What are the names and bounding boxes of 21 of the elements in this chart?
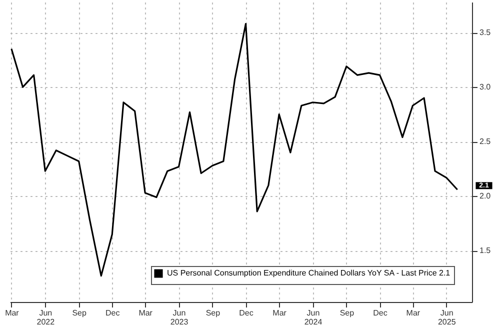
line-series <box>10 23 458 277</box>
x-tick-label: Sep <box>72 308 87 318</box>
x-tick-label: Dec <box>106 308 120 318</box>
x-tick-label: Mar <box>138 308 153 318</box>
x-tick-label: Jun 2023 <box>170 308 189 326</box>
x-tick-label: Mar <box>272 308 287 318</box>
x-tick-label: Mar <box>406 308 420 318</box>
x-tick-label: Jun 2022 <box>36 308 56 326</box>
x-tick-label: Jun 2025 <box>438 308 456 326</box>
x-tick-label: Sep <box>340 308 355 318</box>
x-tick-label: Jun 2024 <box>304 308 323 326</box>
x-tick-label: Sep <box>206 308 221 318</box>
y-tick-label: 3.5 <box>480 28 492 38</box>
y-tick-label: 1.5 <box>480 246 492 256</box>
x-tick-label: Mar <box>5 308 20 318</box>
y-tick-label: 3.0 <box>480 82 492 92</box>
legend-label: US Personal Consumption Expenditure Chained Dollars YoY SA - Last Price 2.1 <box>167 268 451 278</box>
y-tick-label: 2.0 <box>480 192 492 201</box>
x-tick-label: Dec <box>373 308 388 318</box>
y-tick-label: 2.5 <box>480 137 492 146</box>
x-tick-label: Dec <box>239 308 254 318</box>
